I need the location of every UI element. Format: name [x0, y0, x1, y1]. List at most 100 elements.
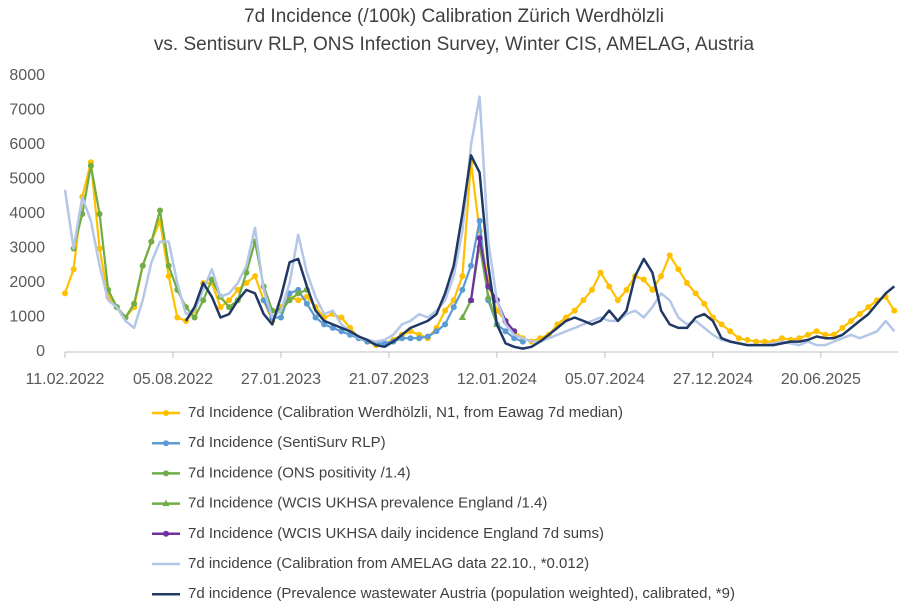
- x-tick-label: 05.08.2022: [133, 371, 213, 388]
- marker: [623, 286, 630, 293]
- marker: [407, 335, 414, 342]
- marker: [580, 297, 587, 304]
- y-tick-label: 1000: [9, 309, 45, 326]
- legend-label: 7d Incidence (WCIS UKHSA daily incidence…: [188, 525, 604, 542]
- marker: [718, 321, 725, 328]
- marker: [459, 286, 466, 293]
- legend-item: 7d Incidence (WCIS UKHSA prevalence Engl…: [152, 495, 547, 512]
- marker: [312, 314, 319, 321]
- marker: [226, 304, 233, 311]
- marker: [217, 304, 224, 311]
- marker: [735, 335, 742, 342]
- marker: [606, 283, 613, 290]
- marker: [865, 304, 872, 311]
- marker: [796, 335, 803, 342]
- marker: [243, 280, 250, 286]
- legend-label: 7d Incidence (SentiSurv RLP): [188, 434, 386, 451]
- marker: [484, 292, 492, 300]
- marker: [813, 328, 820, 335]
- marker: [701, 300, 708, 307]
- marker: [856, 311, 863, 318]
- marker: [70, 266, 77, 273]
- y-tick-label: 0: [36, 343, 45, 360]
- marker: [433, 328, 440, 335]
- marker: [839, 324, 846, 331]
- marker: [191, 314, 198, 321]
- series-line: [469, 237, 516, 333]
- marker: [162, 499, 170, 507]
- marker: [458, 313, 466, 320]
- marker: [848, 317, 855, 324]
- marker: [476, 217, 483, 224]
- marker: [96, 245, 103, 252]
- legend-item: 7d Incidence (Calibration Werdhölzli, N1…: [152, 404, 623, 421]
- marker: [295, 290, 302, 297]
- marker: [338, 314, 345, 321]
- marker: [416, 335, 423, 342]
- marker: [778, 335, 785, 342]
- marker: [295, 297, 302, 304]
- x-tick-label: 05.07.2024: [565, 371, 645, 388]
- marker: [163, 530, 169, 537]
- x-tick-label: 12.01.2024: [457, 371, 537, 388]
- marker: [891, 307, 898, 314]
- x-tick-label: 21.07.2023: [349, 371, 429, 388]
- marker: [476, 235, 483, 242]
- marker: [157, 207, 164, 214]
- x-tick-label: 27.12.2024: [673, 371, 753, 388]
- marker: [286, 297, 293, 304]
- marker: [485, 283, 492, 290]
- marker: [442, 321, 449, 328]
- marker: [277, 314, 284, 321]
- marker: [148, 238, 155, 245]
- marker: [571, 307, 578, 314]
- marker: [62, 290, 68, 297]
- series: [184, 154, 896, 350]
- y-tick-label: 6000: [9, 136, 45, 153]
- y-tick-label: 3000: [9, 240, 45, 257]
- marker: [744, 336, 751, 343]
- marker: [761, 338, 768, 345]
- marker: [822, 331, 829, 338]
- marker: [303, 300, 310, 307]
- y-tick-label: 2000: [9, 274, 45, 291]
- marker: [649, 286, 656, 293]
- chart-title: 7d Incidence (/100k) Calibration Zürich …: [244, 6, 664, 27]
- marker: [804, 331, 811, 338]
- marker: [252, 273, 259, 280]
- chart-title: vs. Sentisurv RLP, ONS Infection Survey,…: [154, 34, 755, 55]
- marker: [658, 273, 665, 280]
- marker: [226, 297, 233, 304]
- marker: [424, 333, 431, 340]
- marker: [165, 262, 172, 269]
- y-tick-label: 8000: [9, 67, 45, 84]
- marker: [87, 162, 94, 169]
- legend-label: 7d Incidence (Calibration Werdhölzli, N1…: [188, 404, 623, 421]
- marker: [727, 328, 734, 335]
- legend-item: 7d Incidence (WCIS UKHSA daily incidence…: [152, 525, 604, 542]
- marker: [502, 328, 509, 335]
- marker: [468, 297, 475, 304]
- x-tick-label: 11.02.2022: [26, 371, 105, 388]
- marker: [131, 300, 138, 307]
- legend-label: 7d Incidence (WCIS UKHSA prevalence Engl…: [188, 495, 547, 512]
- marker: [675, 266, 682, 273]
- marker: [640, 276, 647, 283]
- marker: [163, 410, 169, 416]
- marker: [597, 269, 604, 276]
- legend-item: 7d Incidence (ONS positivity /1.4): [152, 464, 411, 481]
- marker: [588, 286, 595, 293]
- marker: [163, 470, 169, 477]
- marker: [519, 338, 526, 345]
- marker: [303, 293, 310, 300]
- series-line: [262, 219, 524, 345]
- marker: [163, 440, 169, 447]
- marker: [200, 297, 207, 304]
- marker: [96, 211, 103, 217]
- y-tick-label: 4000: [9, 205, 45, 222]
- marker: [139, 262, 146, 269]
- legend-label: 7d incidence (Calibration from AMELAG da…: [188, 555, 589, 572]
- series: [468, 235, 518, 335]
- marker: [614, 297, 621, 304]
